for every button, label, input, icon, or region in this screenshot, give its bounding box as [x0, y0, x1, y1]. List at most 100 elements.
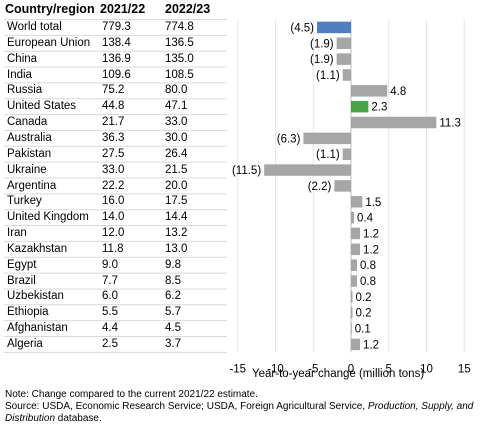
row-label-algeria: Algeria	[7, 338, 43, 350]
value-2021-22-russia: 75.2	[102, 84, 125, 97]
value-2021-22-india: 109.6	[102, 68, 131, 81]
bar-label-brazil: 0.8	[360, 276, 376, 288]
bar-argentina	[334, 180, 351, 192]
bar-kazakhstan	[351, 243, 361, 256]
row-label-argentina: Argentina	[7, 179, 57, 192]
bar-egypt	[351, 259, 358, 271]
value-2021-22-ethiopia: 5.5	[102, 306, 118, 319]
bar-label-pakistan: (1.1)	[316, 149, 340, 161]
x-tick-label-0: 0	[348, 363, 354, 375]
footnote: Note: Change compared to the current 202…	[5, 389, 258, 400]
value-2021-22-ukraine: 33.0	[102, 163, 125, 176]
value-2021-22-european-union: 138.4	[102, 36, 131, 49]
x-tick-label-10: 10	[420, 363, 433, 375]
value-2022-23-ukraine: 21.5	[165, 163, 188, 176]
value-2022-23-australia: 30.0	[165, 131, 188, 144]
row-label-russia: Russia	[7, 84, 43, 97]
bar-russia	[351, 85, 388, 97]
value-2022-23-united-kingdom: 14.4	[165, 211, 188, 224]
value-2021-22-iran: 12.0	[102, 227, 125, 240]
bar-algeria	[351, 338, 361, 351]
bar-label-united-states: 2.3	[371, 102, 387, 114]
value-2022-23-afghanistan: 4.5	[165, 322, 181, 335]
value-2021-22-australia: 36.3	[102, 131, 125, 144]
row-label-ethiopia: Ethiopia	[7, 306, 49, 319]
bar-label-china: (1.9)	[310, 54, 334, 66]
row-label-ukraine: Ukraine	[7, 163, 47, 176]
value-2021-22-argentina: 22.2	[102, 179, 125, 192]
bar-china	[336, 53, 351, 65]
bar-brazil	[351, 275, 358, 287]
source-prefix: Source: USDA, Economic Research Service;…	[5, 401, 368, 412]
bar-label-iran: 1.2	[363, 228, 379, 240]
bar-iran	[351, 227, 361, 240]
value-2021-22-uzbekistan: 6.0	[102, 290, 118, 303]
row-label-iran: Iran	[7, 227, 27, 240]
x-tick-label-10: -10	[267, 363, 284, 375]
bar-label-kazakhstan: 1.2	[363, 244, 379, 256]
row-label-canada: Canada	[7, 116, 48, 129]
value-2021-22-pakistan: 27.5	[102, 147, 125, 160]
bar-label-european-union: (1.9)	[310, 38, 334, 50]
value-2021-22-united-kingdom: 14.0	[102, 211, 125, 224]
x-tick-label-15: 15	[458, 363, 471, 375]
row-label-united-states: United States	[7, 100, 77, 113]
value-2021-22-united-states: 44.8	[102, 100, 125, 113]
value-2021-22-canada: 21.7	[102, 116, 125, 129]
value-2022-23-egypt: 9.8	[165, 258, 181, 271]
row-label-egypt: Egypt	[7, 258, 37, 271]
row-label-china: China	[7, 52, 38, 65]
bar-label-afghanistan: 0.1	[355, 324, 371, 336]
value-2022-23-india: 108.5	[165, 68, 194, 81]
bar-label-ukraine: (11.5)	[232, 165, 261, 177]
row-label-turkey: Turkey	[7, 195, 42, 208]
value-2022-23-canada: 33.0	[165, 116, 188, 129]
value-2022-23-russia: 80.0	[165, 84, 188, 97]
value-2022-23-pakistan: 26.4	[165, 147, 188, 160]
bar-united-kingdom	[351, 211, 355, 224]
value-2022-23-world-total: 774.8	[165, 21, 194, 33]
bar-world-total	[317, 21, 351, 34]
value-2021-22-turkey: 16.0	[102, 195, 125, 208]
value-2022-23-algeria: 3.7	[165, 338, 181, 350]
bar-label-russia: 4.8	[390, 86, 406, 98]
bar-ethiopia	[351, 306, 353, 319]
x-tick-label-5: 5	[386, 363, 392, 375]
value-2022-23-iran: 13.2	[165, 227, 188, 240]
row-label-kazakhstan: Kazakhstan	[7, 242, 68, 255]
row-label-uzbekistan: Uzbekistan	[7, 290, 64, 303]
value-2022-23-turkey: 17.5	[165, 195, 188, 208]
row-label-india: India	[7, 68, 32, 81]
bar-ukraine	[264, 164, 351, 176]
country-region-header: Country/region	[5, 2, 95, 16]
row-label-world-total: World total	[7, 21, 62, 33]
value-2022-23-argentina: 20.0	[165, 179, 188, 192]
value-2022-23-brazil: 8.5	[165, 274, 181, 287]
value-2022-23-european-union: 136.5	[165, 36, 194, 49]
bar-pakistan	[342, 148, 351, 160]
x-tick-label-15: -15	[229, 363, 246, 375]
bar-label-uzbekistan: 0.2	[356, 292, 372, 304]
bar-label-argentina: (2.2)	[308, 181, 332, 193]
row-label-brazil: Brazil	[7, 274, 36, 287]
value-2021-22-afghanistan: 4.4	[102, 322, 118, 335]
value-2021-22-world-total: 779.3	[102, 21, 131, 33]
bar-afghanistan	[351, 322, 352, 335]
source-note: Source: USDA, Economic Research Service;…	[5, 401, 475, 425]
value-2022-23-china: 135.0	[165, 52, 194, 65]
bar-canada	[351, 116, 437, 129]
value-2022-23-ethiopia: 5.7	[165, 306, 181, 319]
year-2021-22-header: 2021/22	[100, 2, 146, 16]
x-tick-label-5: -5	[308, 363, 318, 375]
bar-label-india: (1.1)	[316, 70, 340, 82]
value-2021-22-algeria: 2.5	[102, 338, 118, 350]
bar-label-world-total: (4.5)	[290, 22, 314, 34]
bar-label-united-kingdom: 0.4	[357, 213, 374, 225]
bar-label-ethiopia: 0.2	[356, 308, 372, 320]
x-axis-title: Year-to-year change (million tons)	[252, 368, 425, 380]
bar-label-australia: (6.3)	[277, 133, 301, 145]
bar-turkey	[351, 196, 363, 208]
bar-european-union	[336, 37, 351, 50]
bar-united-states	[351, 100, 369, 113]
bar-india	[342, 69, 351, 81]
